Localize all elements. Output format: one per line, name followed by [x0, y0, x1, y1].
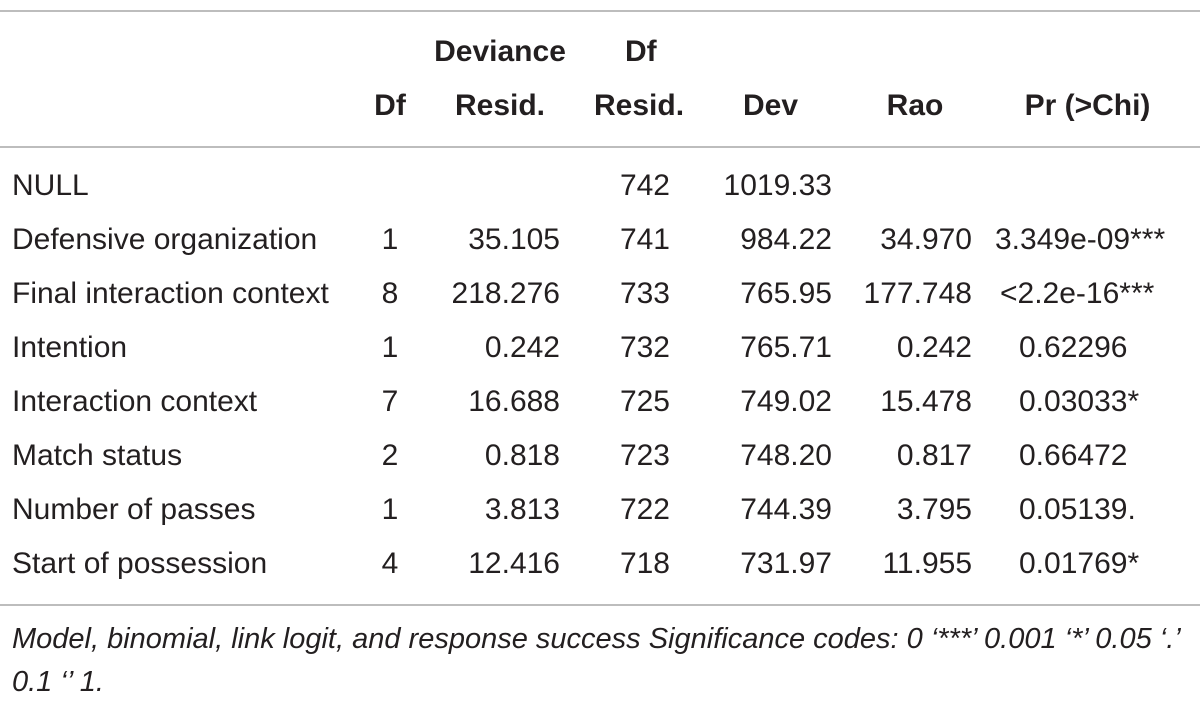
- row-pr: 0.62296: [1019, 331, 1128, 364]
- row-rao: 3.795: [896, 493, 972, 526]
- row-term: Intention: [12, 331, 128, 364]
- row-df-resid: 723: [619, 439, 670, 472]
- row-rao: 177.748: [863, 277, 972, 310]
- header-df: Df: [374, 89, 406, 122]
- row-df: 8: [381, 277, 399, 310]
- row-rao: 0.817: [896, 439, 972, 472]
- header-dev: Dev: [743, 89, 799, 122]
- row-deviance-resid: 35.105: [468, 223, 560, 256]
- row-pr: <2.2e-16***: [1000, 277, 1155, 310]
- row-deviance-resid: 16.688: [468, 385, 560, 418]
- row-term: Start of possession: [12, 547, 268, 580]
- row-term: Number of passes: [12, 493, 256, 526]
- row-pr: 0.03033*: [1019, 385, 1140, 418]
- row-df-resid: 718: [619, 547, 670, 580]
- row-rao: 34.970: [880, 223, 972, 256]
- table-footnote: Model, binomial, link logit, and respons…: [12, 623, 1180, 698]
- header-deviance-resid-line1: Deviance: [434, 35, 566, 68]
- row-df-resid: 732: [619, 331, 670, 364]
- row-term: Final interaction context: [12, 277, 329, 310]
- row-pr: 0.66472: [1019, 439, 1128, 472]
- row-df: 4: [381, 547, 399, 580]
- row-deviance-resid: 3.813: [484, 493, 560, 526]
- row-dev: 765.95: [740, 277, 832, 310]
- row-df-resid: 722: [619, 493, 670, 526]
- row-df-resid: 741: [619, 223, 670, 256]
- header-rao: Rao: [886, 89, 944, 122]
- row-df-resid: 742: [619, 169, 670, 202]
- row-dev: 748.20: [740, 439, 832, 472]
- row-term: Match status: [12, 439, 183, 472]
- row-deviance-resid: 12.416: [468, 547, 560, 580]
- row-pr: 3.349e-09***: [995, 223, 1166, 256]
- header-deviance-resid-line2: Resid.: [454, 89, 546, 122]
- header-rule: [0, 146, 1200, 148]
- row-dev: 1019.33: [723, 169, 832, 202]
- row-deviance-resid: 0.242: [484, 331, 560, 364]
- header-df-resid-line1: Df: [625, 35, 657, 68]
- header-pr-chi: Pr (>Chi): [1024, 89, 1151, 122]
- row-df-resid: 725: [619, 385, 670, 418]
- row-rao: 15.478: [880, 385, 972, 418]
- header-df-resid-line2: Resid.: [594, 89, 685, 122]
- table-bottom-rule: [0, 604, 1200, 606]
- row-df: 1: [381, 493, 399, 526]
- row-pr: 0.01769*: [1019, 547, 1140, 580]
- row-dev: 731.97: [740, 547, 832, 580]
- row-dev: 749.02: [740, 385, 832, 418]
- row-df: 7: [381, 385, 399, 418]
- row-df-resid: 733: [619, 277, 670, 310]
- row-deviance-resid: 0.818: [484, 439, 560, 472]
- row-df: 2: [381, 439, 399, 472]
- row-df: 1: [381, 223, 399, 256]
- row-deviance-resid: 218.276: [451, 277, 560, 310]
- row-term: Interaction context: [12, 385, 258, 418]
- row-pr: 0.05139.: [1019, 493, 1136, 526]
- row-dev: 765.71: [740, 331, 832, 364]
- row-df: 1: [381, 331, 399, 364]
- row-dev: 984.22: [740, 223, 832, 256]
- row-rao: 0.242: [896, 331, 972, 364]
- row-term: Defensive organization: [12, 223, 318, 256]
- row-rao: 11.955: [882, 547, 972, 580]
- table-top-rule: [0, 10, 1200, 12]
- row-dev: 744.39: [740, 493, 832, 526]
- row-term: NULL: [12, 169, 89, 202]
